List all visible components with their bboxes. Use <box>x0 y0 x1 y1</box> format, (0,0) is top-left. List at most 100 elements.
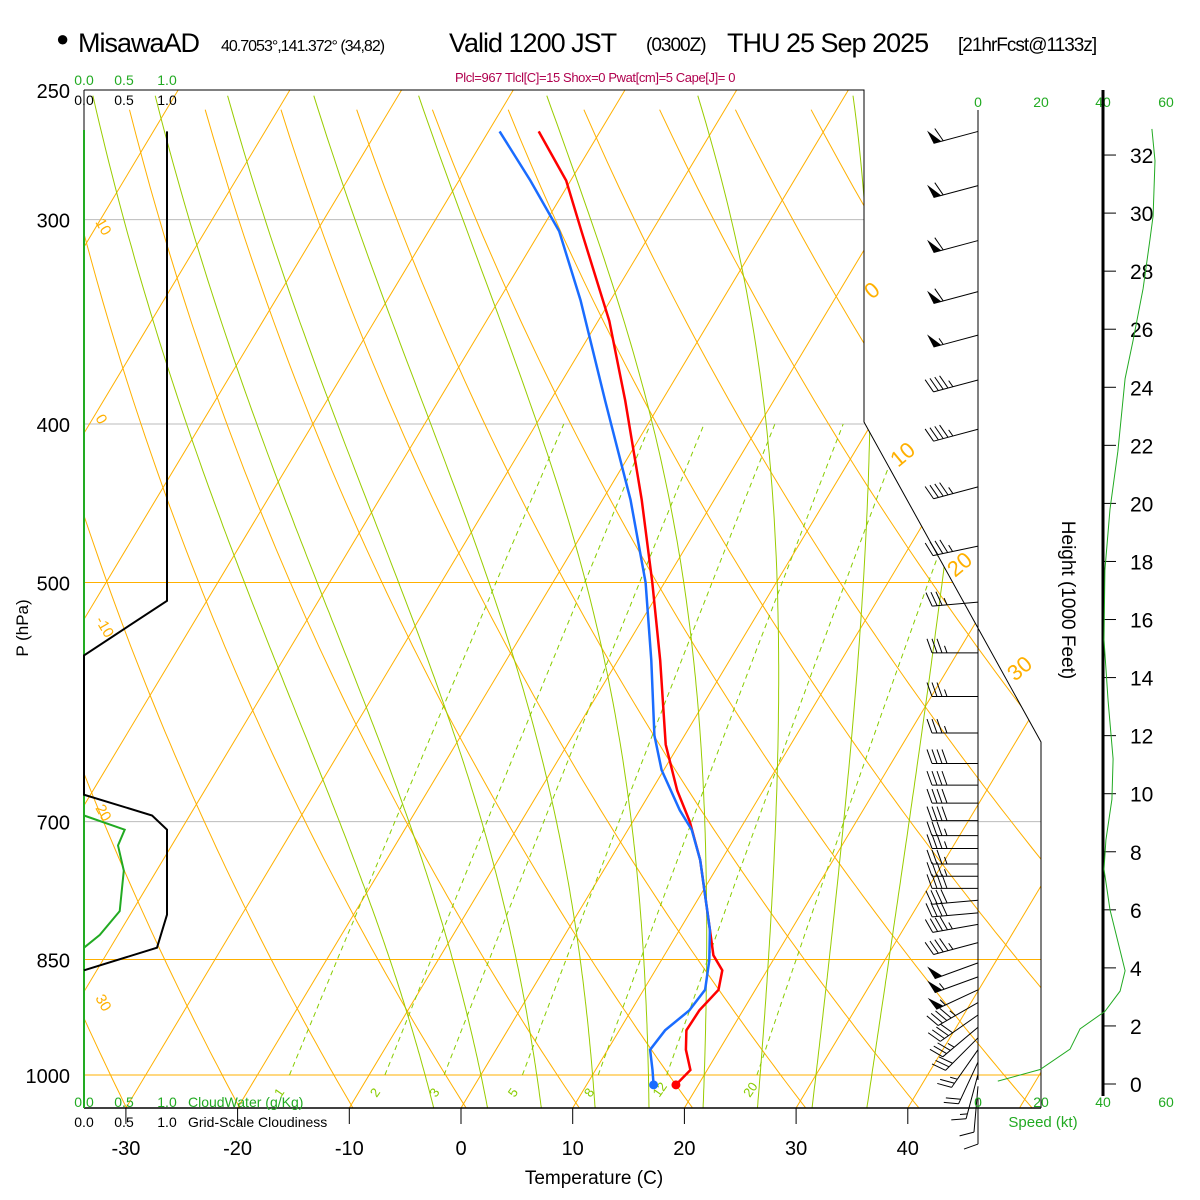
wind-barb-staff <box>951 1049 979 1088</box>
wind-barb-full <box>935 902 943 917</box>
dry-adiabat-line <box>507 109 1041 1108</box>
wind-barb-full <box>939 539 949 553</box>
wind-barb <box>924 539 979 557</box>
wind-barb-full <box>931 749 938 764</box>
wind-barb-full <box>936 770 943 786</box>
wind-barb-full <box>934 917 943 931</box>
cloudiness-tick: 1.0 <box>157 1114 177 1130</box>
wind-barb-full <box>936 1026 949 1037</box>
moist-adiabat-line <box>866 95 988 1108</box>
height-tick-label: 12 <box>1130 726 1153 749</box>
height-tick-label: 6 <box>1130 900 1142 923</box>
wind-barb-full <box>926 718 933 734</box>
cloud-water-tick: 0.0 <box>74 72 94 88</box>
moist-adiabat-line <box>227 95 542 1108</box>
speed-tick-top: 60 <box>1158 94 1174 110</box>
wind-barb-full <box>933 1045 947 1055</box>
wind-barb <box>924 375 979 393</box>
wind-barb <box>926 718 978 734</box>
speed-tick-bottom: 40 <box>1095 1094 1111 1110</box>
temperature-tick-label: 10 <box>562 1138 584 1160</box>
wind-barb-full <box>939 938 949 951</box>
height-axis-title: Height (1000 Feet) <box>1057 521 1078 679</box>
isotherm-line <box>84 90 291 1108</box>
wind-barb-full <box>936 788 943 804</box>
wind-barb-full <box>926 1015 939 1026</box>
wind-barb-full <box>930 591 938 606</box>
wind-barb-full <box>925 890 933 905</box>
wind-barb-staff <box>932 899 979 905</box>
station-coords: 40.7053°,141.372° (34,82) <box>221 38 385 55</box>
wind-barb-flag <box>927 997 944 1010</box>
wind-barb-full <box>936 682 943 697</box>
wind-barb-full <box>936 821 943 836</box>
temperature-tick-label: 20 <box>673 1138 695 1160</box>
wind-barb-full <box>926 806 933 821</box>
wind-barb-staff <box>936 989 979 1010</box>
mixing-ratio-line <box>756 423 987 1076</box>
wind-barb-staff <box>933 428 979 442</box>
isopleth-label: 0 <box>92 412 111 428</box>
pressure-tick-label: 500 <box>37 574 70 596</box>
wind-barb-staff <box>933 486 979 500</box>
mixing-ratio-label: 5 <box>505 1085 521 1100</box>
wind-barb-full <box>926 638 933 653</box>
valid-date: THU 25 Sep 2025 <box>727 28 929 58</box>
wind-barb <box>927 237 979 253</box>
wind-barb-full <box>938 1056 953 1064</box>
wind-barb-full <box>943 1101 959 1105</box>
moist-adiabat-line <box>92 95 435 1108</box>
wind-barb-half <box>944 841 948 849</box>
wind-barb-full <box>926 862 933 877</box>
isotherm-line <box>125 90 738 1108</box>
speed-tick-bottom: 60 <box>1158 1094 1174 1110</box>
wind-barb-full <box>934 182 944 196</box>
wind-barb-full <box>941 874 948 889</box>
isotherm-line <box>572 90 1041 1108</box>
wind-barb-half <box>943 597 948 606</box>
wind-barb-half <box>948 487 954 494</box>
wind-barb-half <box>939 999 946 1006</box>
wind-barb <box>924 482 979 500</box>
height-tick-label: 30 <box>1130 203 1153 226</box>
wind-barb-staff <box>933 130 979 144</box>
wind-barb <box>925 901 979 918</box>
dry-adiabat-line <box>356 109 919 1108</box>
wind-barb <box>924 424 979 442</box>
wind-barb-full <box>930 890 938 905</box>
dry-adiabat-line <box>84 109 354 1108</box>
moist-adiabat-line <box>546 95 708 1108</box>
wind-barb-full <box>941 788 948 804</box>
isopleth-background <box>84 90 1200 1108</box>
cloud-water-label: CloudWater (g/Kg) <box>188 1094 303 1110</box>
wind-barb-full <box>925 592 933 607</box>
wind-barb-staff <box>933 291 979 304</box>
height-tick-label: 10 <box>1130 784 1153 807</box>
wind-barb-full <box>931 834 938 849</box>
wind-barb <box>926 821 978 837</box>
wind-barb-full <box>941 749 948 764</box>
wind-barb <box>926 788 978 804</box>
wind-barb-half <box>948 429 954 437</box>
dry-adiabat-line <box>1190 110 1200 1108</box>
wind-barb <box>926 1002 979 1026</box>
wind-barb-full <box>931 788 938 804</box>
chart-header: ● MisawaAD 40.7053°,141.372° (34,82) Val… <box>0 26 1200 68</box>
surface-temperature-point <box>671 1080 681 1090</box>
cloudiness-tick: 1.0 <box>157 92 177 108</box>
pressure-tick-label: 700 <box>37 813 70 835</box>
wind-barb-full <box>936 718 943 734</box>
mixing-ratio-line <box>666 423 906 1076</box>
wind-barb-full <box>924 379 934 393</box>
isopleth-label: 30 <box>92 992 115 1015</box>
wind-barb-half <box>949 1010 956 1016</box>
wind-barb <box>927 962 979 980</box>
wind-barb-full <box>934 540 944 554</box>
wind-barb <box>925 591 979 607</box>
wind-barb-flag <box>927 130 942 144</box>
wind-barb <box>927 334 979 348</box>
isotherm-line <box>237 90 849 1108</box>
wind-barb-full <box>929 484 939 498</box>
wind-barb <box>931 1037 979 1071</box>
